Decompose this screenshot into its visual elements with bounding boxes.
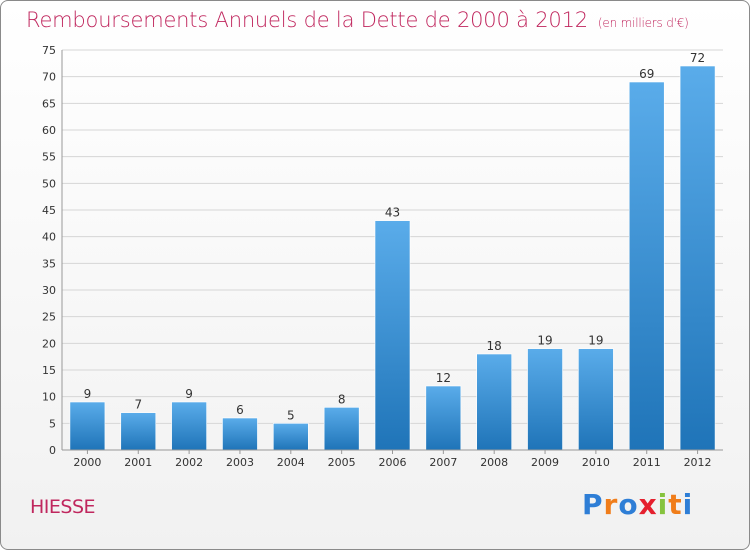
- x-tick-label-2003: 2003: [226, 456, 254, 469]
- y-tick-label: 30: [42, 284, 56, 297]
- bar-2007: [425, 385, 462, 451]
- x-tick-label-2007: 2007: [429, 456, 457, 469]
- x-tick-label-2006: 2006: [379, 456, 407, 469]
- data-label-2001: 7: [134, 398, 142, 412]
- data-label-2002: 9: [185, 387, 193, 401]
- bar-2011: [628, 81, 665, 451]
- x-tick-label-2012: 2012: [684, 456, 712, 469]
- data-label-2003: 6: [236, 403, 244, 417]
- y-tick-label: 20: [42, 337, 56, 350]
- y-tick-label: 60: [42, 124, 56, 137]
- y-tick-label: 25: [42, 311, 56, 324]
- y-tick-label: 55: [42, 151, 56, 164]
- y-tick-label: 0: [49, 444, 56, 457]
- x-tick-label-2005: 2005: [328, 456, 356, 469]
- data-label-2006: 43: [385, 206, 400, 220]
- x-tick-label-2000: 2000: [73, 456, 101, 469]
- logo-letter: i: [682, 488, 694, 521]
- axes: 0510152025303540455055606570759200072001…: [42, 44, 723, 469]
- bar-2008: [476, 353, 512, 451]
- y-tick-label: 35: [42, 257, 56, 270]
- title-text: Remboursements Annuels de la Dette de 20…: [26, 8, 588, 32]
- chart-title: Remboursements Annuels de la Dette de 20…: [26, 8, 689, 32]
- data-label-2004: 5: [287, 408, 295, 422]
- x-tick-label-2010: 2010: [582, 456, 610, 469]
- bar-2000: [69, 401, 106, 451]
- bar-2006: [374, 220, 411, 451]
- bar-2004: [273, 423, 309, 451]
- y-tick-label: 5: [49, 417, 56, 430]
- bar-2005: [323, 407, 360, 451]
- x-tick-label-2001: 2001: [124, 456, 152, 469]
- y-tick-label: 65: [42, 97, 56, 110]
- data-label-2011: 69: [639, 67, 654, 81]
- logo-letter: P: [582, 488, 604, 521]
- bar-2001: [120, 412, 157, 451]
- bar-2012: [679, 65, 716, 451]
- data-label-2010: 19: [588, 334, 603, 348]
- commune-name: HIESSE: [30, 496, 96, 518]
- logo-letter: o: [618, 488, 639, 521]
- data-label-2000: 9: [84, 387, 92, 401]
- logo-letter: i: [657, 488, 669, 521]
- chart-subtitle: (en milliers d'€): [597, 16, 689, 30]
- y-tick-label: 45: [42, 204, 56, 217]
- x-tick-label-2008: 2008: [480, 456, 508, 469]
- y-tick-label: 70: [42, 71, 56, 84]
- bar-2002: [171, 401, 207, 451]
- data-label-2012: 72: [690, 51, 705, 65]
- bar-2003: [222, 417, 258, 451]
- bar-2009: [527, 348, 563, 451]
- x-tick-label-2002: 2002: [175, 456, 203, 469]
- logo-letter: x: [638, 488, 658, 521]
- data-label-2007: 12: [436, 371, 451, 385]
- y-tick-label: 15: [42, 364, 56, 377]
- y-tick-label: 50: [42, 177, 56, 190]
- y-tick-label: 10: [42, 391, 56, 404]
- data-label-2009: 19: [537, 334, 552, 348]
- y-tick-label: 75: [42, 44, 56, 57]
- proxiti-logo: Proxiti: [582, 488, 693, 521]
- data-label-2008: 18: [487, 339, 502, 353]
- data-label-2005: 8: [338, 392, 346, 406]
- x-tick-label-2004: 2004: [277, 456, 305, 469]
- logo-letter: t: [668, 488, 683, 521]
- x-tick-label-2011: 2011: [633, 456, 661, 469]
- logo-letter: r: [603, 488, 619, 521]
- y-tick-label: 40: [42, 231, 56, 244]
- bar-2010: [578, 348, 614, 451]
- x-tick-label-2009: 2009: [531, 456, 559, 469]
- bars: [69, 65, 716, 451]
